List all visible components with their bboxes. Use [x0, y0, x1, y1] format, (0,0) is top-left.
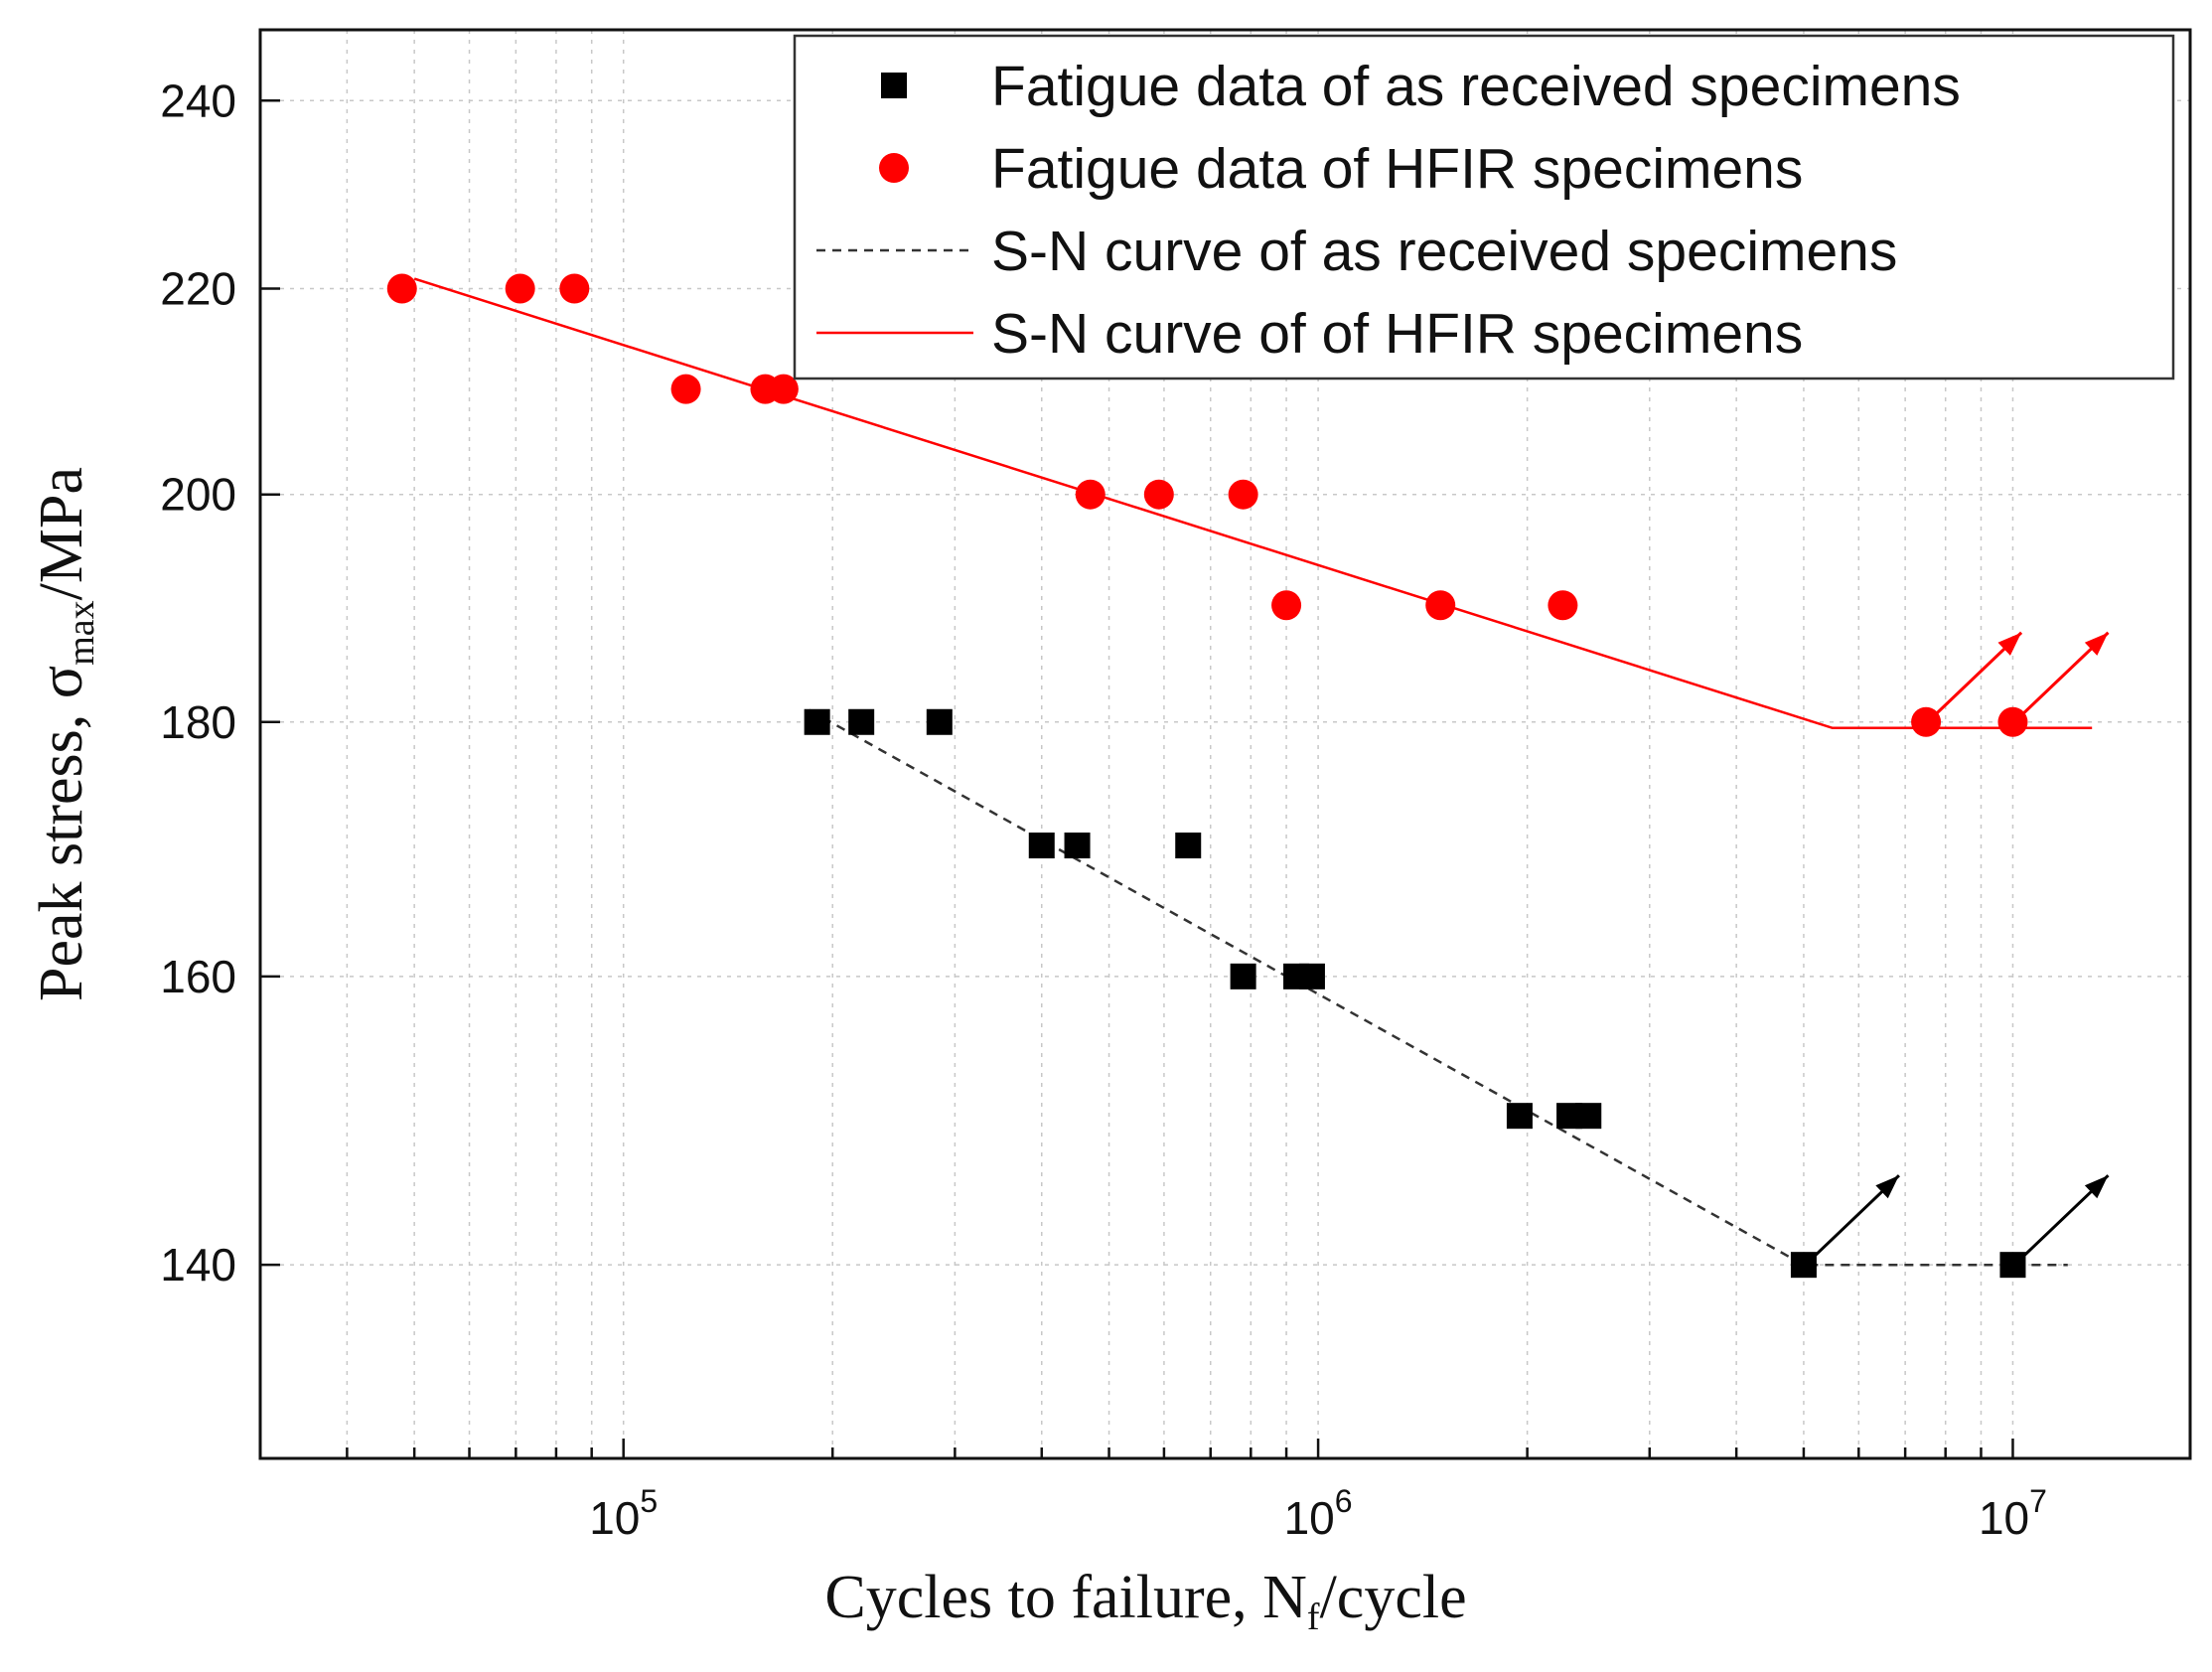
sn-curve-line-1 — [808, 708, 2068, 1267]
legend-label: Fatigue data of as received specimens — [991, 55, 1961, 118]
hfir-data-point — [1075, 479, 1106, 510]
x-tick-label: 105 — [589, 1483, 658, 1544]
hfir-data-point — [1425, 590, 1456, 621]
x-axis-title: Cycles to failure, Nf/cycle — [824, 1564, 1466, 1638]
hfir-data-point — [1143, 479, 1174, 510]
runout-arrow-head — [2084, 632, 2109, 656]
as-received-data-point — [1230, 963, 1256, 989]
legend-label: Fatigue data of HFIR specimens — [991, 137, 1803, 201]
axis-ticks — [258, 99, 2014, 1458]
as-received-data-point — [1028, 833, 1055, 859]
hfir-data-point — [768, 374, 799, 404]
hfir-data-point — [559, 273, 590, 304]
as-received-data-point — [804, 708, 830, 735]
y-tick-label: 160 — [160, 951, 236, 1002]
legend-marker-circle — [879, 153, 909, 183]
y-axis-title: Peak stress, σmax/MPa — [28, 467, 102, 1001]
legend-box — [793, 34, 2175, 380]
hfir-data-point — [1271, 590, 1302, 621]
as-received-data-point — [1064, 833, 1091, 859]
as-received-data-point — [848, 708, 875, 735]
as-received-data-point — [926, 708, 953, 735]
as-received-data-point — [1298, 963, 1325, 989]
legend-label: S-N curve of as received specimens — [991, 220, 1897, 283]
as-received-data-point — [1575, 1103, 1602, 1130]
hfir-data-point — [386, 273, 417, 304]
hfir-data-point — [1548, 590, 1578, 621]
runout-arrow-head — [2084, 1175, 2109, 1199]
runout-arrow-head — [1997, 632, 2022, 656]
y-tick-label: 240 — [160, 75, 236, 126]
tick-labels: 140 160 180 200 220 240 105 106 107 — [160, 75, 2047, 1544]
legend: Fatigue data of as received specimens Fat… — [793, 34, 2175, 380]
hfir-data-point — [1911, 706, 1942, 737]
as-received-data-point — [1506, 1103, 1533, 1130]
as-received-data-point — [1175, 833, 1202, 859]
x-tick-label: 106 — [1284, 1483, 1353, 1544]
runout-arrow-head — [1875, 1175, 1899, 1199]
hfir-data-point — [1228, 479, 1258, 510]
sn-curves — [413, 277, 2093, 1267]
legend-marker-square — [881, 73, 907, 98]
runout-arrows — [1812, 631, 2110, 1259]
legend-label: S-N curve of of HFIR specimens — [991, 302, 1803, 366]
y-tick-label: 180 — [160, 696, 236, 748]
y-tick-label: 200 — [160, 469, 236, 521]
as-received-data-point — [1790, 1252, 1817, 1279]
y-tick-label: 220 — [160, 262, 236, 314]
x-tick-label: 107 — [1979, 1483, 2047, 1544]
data-points — [386, 273, 2028, 1279]
plot-frame — [258, 28, 2192, 1460]
hfir-data-point — [1997, 706, 2028, 737]
hfir-data-point — [670, 374, 701, 404]
hfir-data-point — [505, 273, 535, 304]
y-tick-label: 140 — [160, 1239, 236, 1291]
as-received-data-point — [1999, 1252, 2026, 1279]
